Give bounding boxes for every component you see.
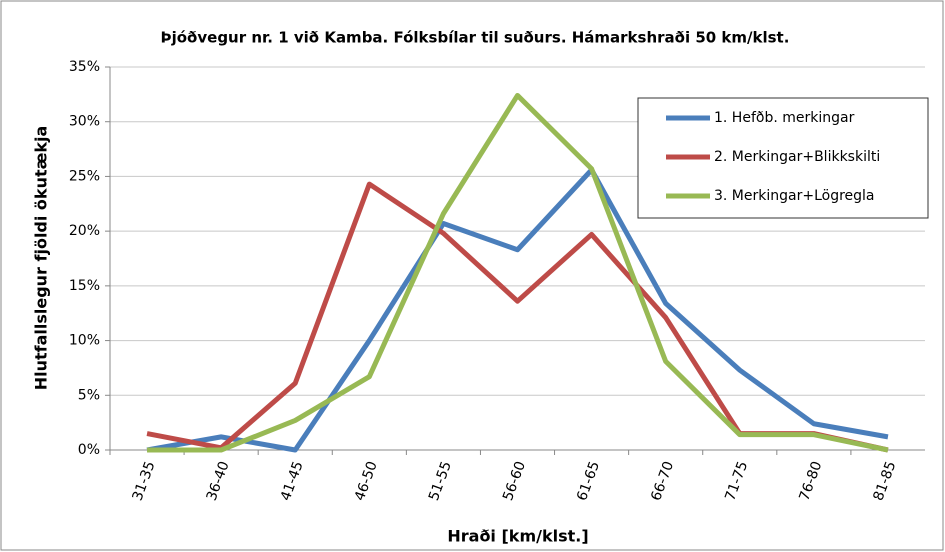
legend-label: 1. Hefðb. merkingar	[714, 110, 855, 126]
legend-label: 3. Merkingar+Lögregla	[714, 188, 875, 204]
y-tick-label: 25%	[69, 168, 100, 184]
y-tick-label: 35%	[69, 59, 100, 75]
y-tick-label: 10%	[69, 333, 100, 349]
series-line	[146, 167, 889, 453]
y-tick-label: 0%	[78, 442, 100, 458]
chart-title: Þjóðvegur nr. 1 við Kamba. Fólksbílar ti…	[161, 29, 790, 47]
legend-label: 2. Merkingar+Blikkskilti	[714, 149, 880, 165]
y-tick-label: 15%	[69, 278, 100, 294]
y-tick-label: 20%	[69, 223, 100, 239]
x-axis-label: Hraði [km/klst.]	[447, 527, 588, 546]
y-tick-label: 30%	[69, 114, 100, 130]
series-line	[147, 92, 889, 453]
y-tick-label: 5%	[78, 387, 100, 403]
y-axis-label: Hlutfallslegur fjöldi ökutækja	[32, 126, 51, 391]
